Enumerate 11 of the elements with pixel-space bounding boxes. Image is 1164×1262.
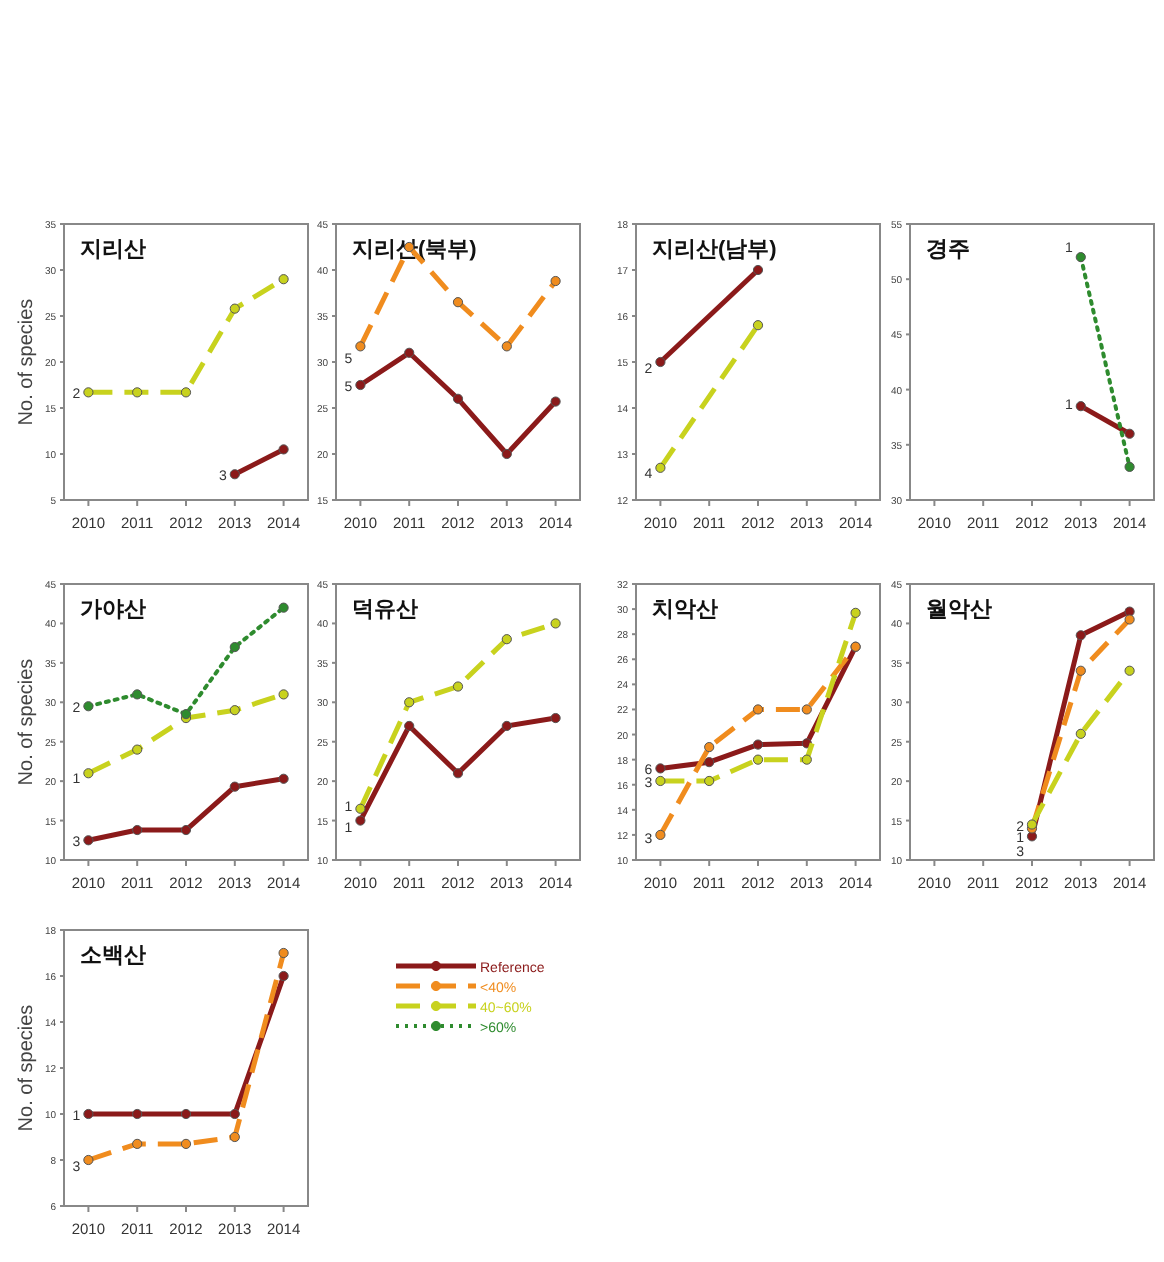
text: 치악산: [652, 598, 718, 622]
y-axis-title: No. of species: [16, 298, 38, 426]
text: 경주: [926, 238, 970, 262]
y-axis-title: No. of species: [16, 1004, 38, 1132]
text: 덕유산: [352, 598, 418, 622]
y-axis-title: No. of species: [16, 658, 38, 786]
text: 지리산(남부): [650, 238, 778, 262]
text: 지리산: [78, 238, 146, 262]
text: 가야산: [80, 598, 146, 622]
text: 소백산: [80, 944, 146, 968]
text: 월악산: [926, 598, 992, 622]
